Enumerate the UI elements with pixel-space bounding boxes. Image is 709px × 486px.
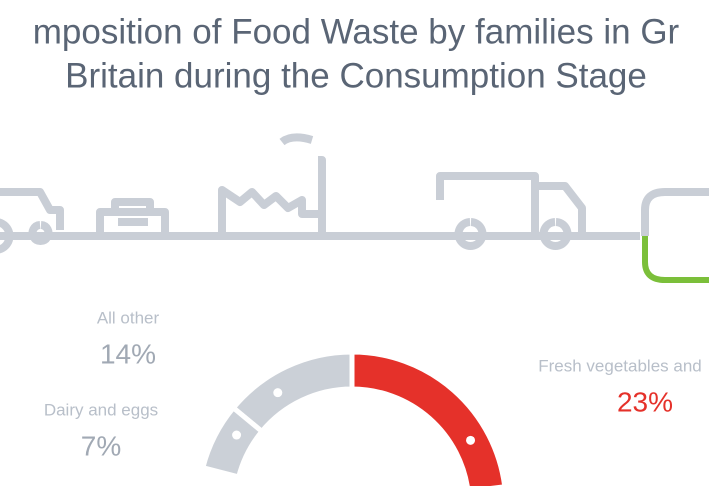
donut-segment — [229, 349, 355, 435]
category-label: Dairy and eggs — [44, 400, 158, 419]
segment-dot — [273, 388, 283, 398]
donut-segment — [199, 404, 266, 480]
supply-chain-illustration — [0, 133, 709, 254]
category-label: All other — [97, 308, 160, 327]
truck-icon — [436, 172, 586, 250]
segment-dot — [232, 430, 242, 440]
value-label: 7% — [81, 430, 121, 461]
chart-title-line: Britain during the Consumption Stage — [65, 56, 647, 95]
segment-dot — [466, 435, 476, 445]
highlight-bracket — [642, 236, 709, 283]
donut-segment — [349, 349, 508, 486]
value-label: 23% — [617, 386, 673, 417]
factory-icon — [218, 156, 326, 236]
value-label: 14% — [100, 338, 156, 369]
household-icon — [641, 188, 709, 236]
category-label: Fresh vegetables and — [538, 356, 702, 375]
chart-title-line: mposition of Food Waste by families in G… — [33, 12, 680, 51]
smoke-icon — [279, 133, 314, 146]
processing-icon — [96, 198, 169, 236]
